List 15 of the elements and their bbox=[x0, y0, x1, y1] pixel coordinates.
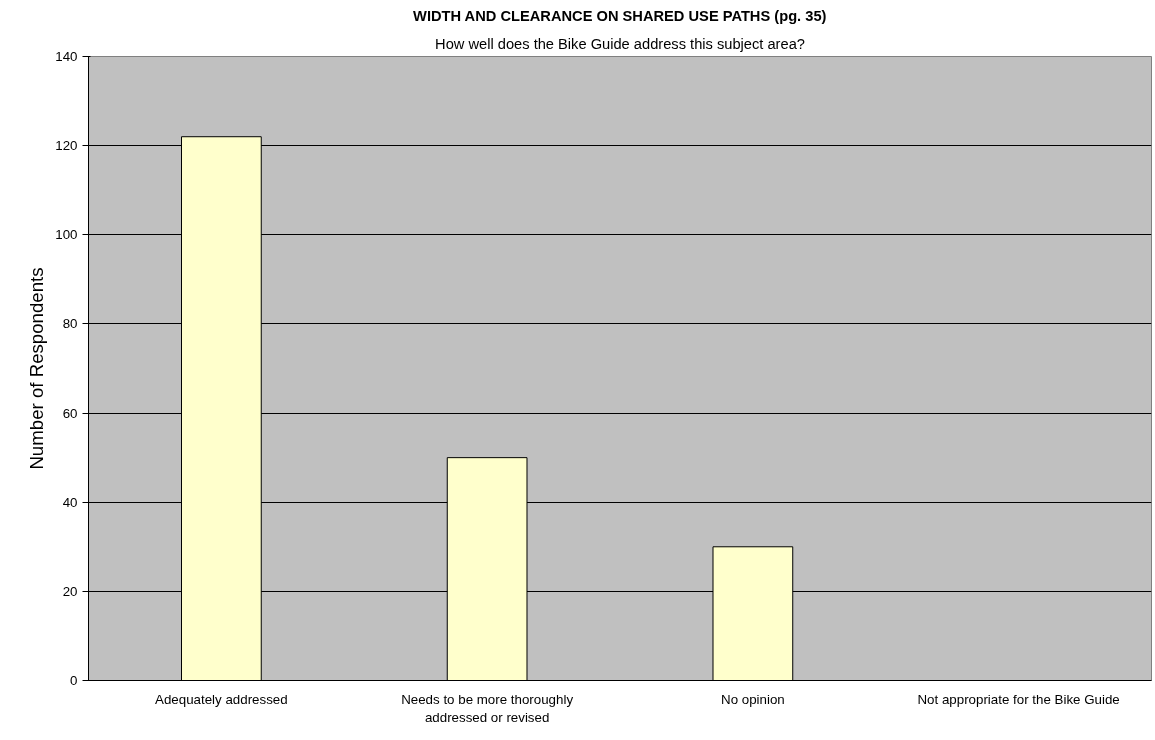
x-tick-label: Needs to be more thoroughly addressed or revised bbox=[401, 691, 574, 725]
x-tick-label: No opinion bbox=[721, 691, 785, 707]
x-tick-label: Not appropriate for the Bike Guide bbox=[917, 691, 1120, 707]
chart-title: WIDTH AND CLEARANCE ON SHARED USE PATHS (pg. 35) bbox=[413, 7, 827, 24]
y-tick-label: 60 bbox=[62, 405, 78, 421]
y-tick-label: 80 bbox=[62, 316, 78, 332]
y-tick-label: 100 bbox=[55, 227, 78, 243]
x-tick-label: Adequately addressed bbox=[155, 691, 288, 707]
y-tick-label: 140 bbox=[55, 49, 78, 64]
y-tick-label: 40 bbox=[62, 494, 78, 510]
y-axis-title: Number of Respondents bbox=[26, 267, 48, 470]
chart-subtitle: How well does the Bike Guide address this subject area? bbox=[435, 35, 805, 52]
y-tick-label: 0 bbox=[70, 673, 78, 688]
y-tick-label: 20 bbox=[62, 583, 78, 599]
y-tick-label: 120 bbox=[55, 138, 78, 154]
